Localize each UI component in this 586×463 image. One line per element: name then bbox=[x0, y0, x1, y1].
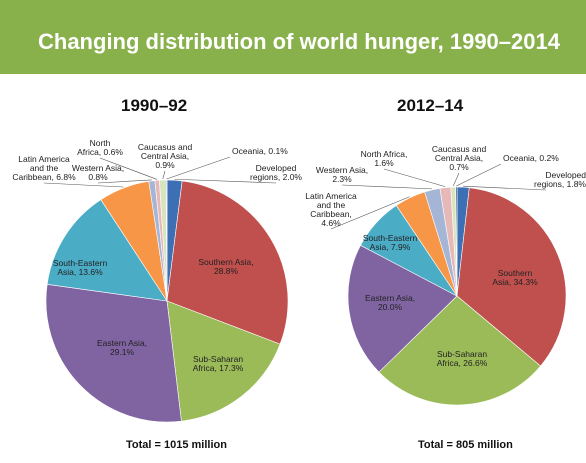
pie-1-slice-eastern-asia bbox=[45, 283, 182, 423]
pie-1-slice-oceania bbox=[165, 179, 168, 302]
pie-2-slice-sub-saharan-africa bbox=[378, 295, 541, 406]
title-banner: Changing distribution of world hunger, 1… bbox=[0, 0, 586, 74]
pie-2-label-latin-america-and-the-caribbean: Latin America and the Caribbean, 4.6% bbox=[305, 191, 357, 228]
pie-2-label-developed-regions: Developed regions, 1.8% bbox=[534, 170, 586, 189]
pie-1-label-caucasus-and-central-asia: Caucasus and Central Asia, 0.9% bbox=[138, 142, 193, 170]
pie-1-title: 1990–92 bbox=[121, 96, 188, 115]
pie-1-leader-line bbox=[162, 170, 166, 180]
pie-2-label-south-eastern-asia: South-Eastern Asia, 7.9% bbox=[363, 233, 418, 252]
pie-1-slice-south-eastern-asia bbox=[46, 199, 168, 302]
pie-1-label-sub-saharan-africa: Sub-Saharan Africa, 17.3% bbox=[193, 354, 244, 373]
pie-1-total: Total = 1015 million bbox=[126, 439, 227, 451]
pie-1-slice-southern-asia bbox=[166, 180, 289, 345]
pie-1-label-southern-asia: Southern Asia, 28.8% bbox=[198, 257, 253, 276]
pie-1-leader-line bbox=[97, 179, 152, 184]
pie-2-leader-line bbox=[456, 163, 502, 187]
pie-2-total: Total = 805 million bbox=[418, 439, 513, 451]
pie-1-leader-line bbox=[166, 156, 231, 180]
pie-1-slice-sub-saharan-africa bbox=[166, 300, 281, 422]
pie-1-label-oceania: Oceania, 0.1% bbox=[232, 146, 288, 156]
pie-2-leader-line bbox=[452, 172, 460, 187]
pie-1-label-developed-regions: Developed regions, 2.0% bbox=[250, 163, 302, 182]
pie-1-label-south-eastern-asia: South-Eastern Asia, 13.6% bbox=[53, 258, 108, 277]
pie-2-label-caucasus-and-central-asia: Caucasus and Central Asia, 0.7% bbox=[432, 144, 487, 172]
pie-2-leader-line bbox=[383, 168, 446, 187]
pie-2-slice-eastern-asia bbox=[347, 244, 458, 373]
pie-2-label-oceania: Oceania, 0.2% bbox=[503, 153, 559, 163]
pie-2-leader-line bbox=[330, 196, 410, 230]
pie-1-label-latin-america-and-the-caribbean: Latin America and the Caribbean, 6.8% bbox=[12, 154, 76, 182]
pie-2-label-western-asia: Western Asia, 2.3% bbox=[316, 165, 368, 184]
pie-2-label-southern-asia: Southern Asia, 34.3% bbox=[492, 268, 538, 287]
pie-1-leader-line bbox=[43, 182, 124, 188]
pie-2-leader-line bbox=[341, 184, 433, 190]
pie-2-label-north-africa: North Africa, 1.6% bbox=[361, 149, 408, 168]
pie-2-slice-southern-asia bbox=[456, 187, 567, 367]
pie-1-leader-line bbox=[174, 178, 277, 184]
chart-title: Changing distribution of world hunger, 1… bbox=[38, 29, 560, 54]
pie-2-label-eastern-asia: Eastern Asia, 20.0% bbox=[365, 293, 415, 312]
pie-1-leader-line bbox=[99, 157, 158, 180]
pie-2-slice-oceania bbox=[455, 186, 458, 297]
pie-1-label-north-africa: North Africa, 0.6% bbox=[77, 138, 123, 157]
pie-2-title: 2012–14 bbox=[397, 96, 464, 115]
pie-1-label-western-asia: Western Asia, 0.8% bbox=[72, 163, 124, 182]
pie-2-leader-line bbox=[463, 185, 547, 191]
pie-1-label-eastern-asia: Eastern Asia, 29.1% bbox=[97, 338, 147, 357]
pie-2-label-sub-saharan-africa: Sub-Saharan Africa, 26.6% bbox=[437, 349, 488, 368]
